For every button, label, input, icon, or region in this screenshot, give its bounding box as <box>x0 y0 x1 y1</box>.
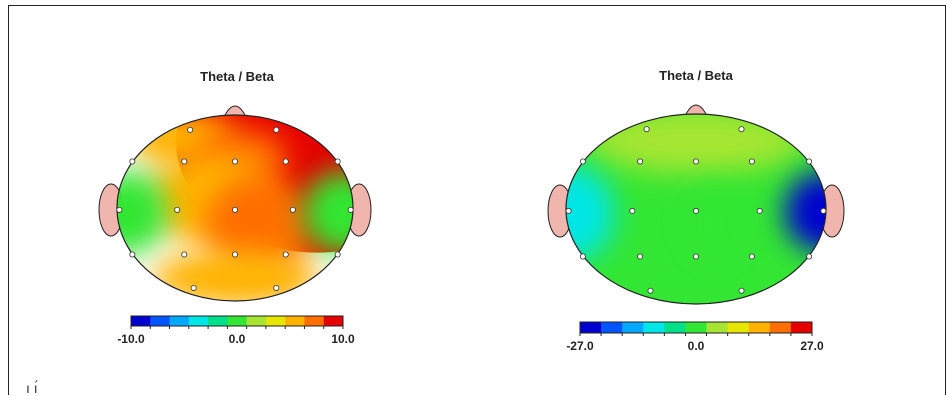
colorbar-cell <box>706 322 729 333</box>
chart-title: Theta / Beta <box>200 69 274 84</box>
colorbar-tick-label: 0.0 <box>688 339 705 353</box>
electrode <box>579 253 586 260</box>
stray-glyphs: ı ı́ <box>26 380 38 396</box>
chart-title: Theta / Beta <box>659 68 733 83</box>
electrode <box>282 251 289 258</box>
electrode <box>820 207 827 214</box>
electrode <box>637 158 644 165</box>
colorbar-cell <box>169 316 190 326</box>
region-left-temporal <box>117 170 168 255</box>
electrode <box>129 251 136 258</box>
electrode <box>579 158 586 165</box>
electrode <box>647 287 654 294</box>
colorbar-tick-label: -27.0 <box>566 339 594 353</box>
colorbar-cell <box>685 322 708 333</box>
electrode <box>187 126 194 133</box>
electrode <box>174 206 181 213</box>
colorbar-cell <box>131 316 151 326</box>
electrode <box>643 126 650 133</box>
region-occipital <box>152 249 318 301</box>
electrode <box>756 207 763 214</box>
colorbar-cell <box>188 316 209 326</box>
electrode <box>693 207 700 214</box>
electrode <box>565 207 572 214</box>
electrode <box>334 251 341 258</box>
electrode <box>116 206 123 213</box>
electrode <box>637 253 644 260</box>
electrode <box>693 158 700 165</box>
colorbar-frame <box>579 321 813 334</box>
electrode <box>129 158 136 165</box>
colorbar-frame <box>130 315 344 327</box>
colorbar-tick-label: 10.0 <box>331 332 355 346</box>
electrode <box>347 206 354 213</box>
colorbar-tick-label: 0.0 <box>229 332 246 346</box>
electrode <box>231 206 238 213</box>
colorbar-cell <box>580 322 602 333</box>
colorbar-tick-label: -10.0 <box>117 332 145 346</box>
electrode <box>748 158 755 165</box>
figure-frame <box>8 5 946 395</box>
electrode <box>693 253 700 260</box>
colorbar-cell <box>769 322 792 333</box>
electrode <box>181 251 188 258</box>
electrode <box>806 253 813 260</box>
colorbar-cell <box>323 316 344 326</box>
electrode <box>748 253 755 260</box>
colorbar-cell <box>227 316 248 326</box>
region-frontal-upper <box>585 114 807 174</box>
colorbar-cell <box>246 316 267 326</box>
colorbar-cell <box>601 322 623 333</box>
colorbar-cell <box>208 316 228 326</box>
colorbar-cell <box>664 322 686 333</box>
region-left-temporal <box>566 166 615 262</box>
electrode <box>334 158 341 165</box>
electrode <box>181 158 188 165</box>
colorbar-cell <box>643 322 665 333</box>
colorbar-cell <box>285 316 305 326</box>
electrode <box>231 158 238 165</box>
electrode <box>289 206 296 213</box>
region-right-temporal <box>302 170 353 255</box>
electrode <box>273 284 280 291</box>
colorbar-tick-label: 27.0 <box>800 339 824 353</box>
colorbar-cell <box>622 322 644 333</box>
colorbar-cell <box>265 316 286 326</box>
electrode <box>190 284 197 291</box>
electrode <box>231 251 238 258</box>
topomap-left-plot: -10.0 0.0 10.0 <box>98 105 372 346</box>
electrode <box>629 207 636 214</box>
colorbar-cell <box>727 322 750 333</box>
electrode <box>738 126 745 133</box>
head-outline <box>565 113 827 305</box>
region-central <box>683 185 748 262</box>
colorbar-cell <box>304 316 325 326</box>
colorbar-cell <box>150 316 171 326</box>
colorbar-cell <box>790 322 813 333</box>
electrode <box>806 158 813 165</box>
electrode <box>738 287 745 294</box>
topomap-left: Theta / Beta -10.0 0.0 10.0 <box>0 0 470 396</box>
electrode <box>273 126 280 133</box>
colorbar-cell <box>748 322 771 333</box>
head-outline <box>116 114 354 302</box>
electrode <box>282 158 289 165</box>
